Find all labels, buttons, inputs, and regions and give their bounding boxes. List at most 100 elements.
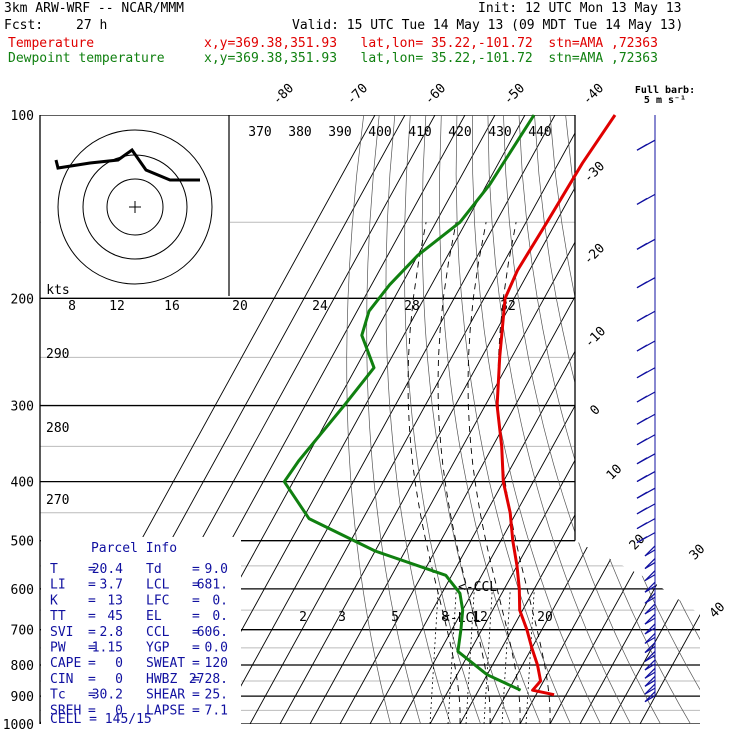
parcel-param-equals: = [192, 562, 200, 577]
dry-adiabat-line [721, 115, 740, 724]
theta-e-label: 370 [248, 125, 271, 140]
dry-adiabat-line [404, 115, 481, 724]
parcel-param-equals: = [88, 703, 96, 718]
isotherm-label: 0 [587, 402, 603, 418]
pressure-tick-label: 300 [11, 400, 34, 415]
wind-barb [636, 522, 648, 530]
parcel-param-name: SVI [50, 625, 73, 640]
mixing-ratio-line [447, 588, 457, 724]
parcel-param-equals: = [88, 656, 96, 671]
wind-barb [644, 627, 656, 635]
isotherm-label: -60 [422, 81, 449, 108]
theta-e-label: 420 [448, 125, 471, 140]
valid-time: Valid: 15 UTC Tue 14 May 13 (09 MDT Tue … [292, 18, 684, 33]
parcel-param-equals: = [192, 688, 200, 703]
parcel-param-value: 30.2 [92, 688, 123, 703]
mixing-ratio-label: 12 [472, 610, 488, 625]
dry-adiabat-line [689, 115, 700, 724]
pressure-tick-label: 900 [11, 690, 34, 705]
parcel-param-equals: = [192, 609, 200, 624]
pressure-tick-label: 100 [11, 109, 34, 124]
parcel-param-name: LFC [146, 593, 169, 608]
wind-barb [644, 607, 656, 615]
barb-key-line1: Full barb: [635, 85, 695, 96]
mixing-ratio-line [501, 588, 511, 724]
wind-barb [636, 438, 648, 446]
wind-barb [636, 371, 648, 379]
parcel-param-name: EL [146, 609, 162, 624]
hodograph-speed-label: 16 [164, 299, 180, 314]
dry-adiabat-line [503, 115, 661, 724]
isotherm-line [249, 115, 586, 724]
pressure-tick-label: 200 [11, 292, 34, 307]
wind-barb [644, 671, 656, 679]
pressure-tick-label: 800 [11, 659, 34, 674]
isotherm-line [549, 115, 700, 724]
parcel-param-equals: = [192, 578, 200, 593]
wind-barb [636, 491, 648, 499]
pressure-tick-label: 1000 [3, 718, 34, 733]
moist-adiabat-line [467, 222, 521, 724]
wind-barb [636, 242, 648, 250]
hodograph-trace [54, 147, 200, 182]
parcel-param-name: SWEAT [146, 656, 185, 671]
dry-adiabat-line [596, 115, 700, 724]
hodograph-speed-label: 28 [404, 299, 420, 314]
pressure-tick-label: 600 [11, 583, 34, 598]
parcel-param-name: YGP [146, 641, 170, 656]
parcel-param-name: K [50, 593, 58, 608]
parcel-param-value: 681. [197, 578, 228, 593]
parcel-param-name: CIN [50, 672, 73, 687]
dewpoint-legend: Dewpoint temperature [8, 51, 165, 66]
wind-barb [636, 281, 648, 289]
wind-barb [644, 596, 656, 604]
isotherm-line [429, 115, 700, 724]
wind-barb [636, 457, 648, 465]
moist-adiabat-line [407, 222, 461, 724]
wind-barb [644, 549, 656, 557]
dry-adiabat-line [565, 115, 700, 724]
moist-adiabat-line [437, 222, 491, 724]
theta-label: 280 [46, 421, 69, 436]
parcel-param-value: 0.0 [205, 641, 228, 656]
parcel-param-value: 0 [115, 703, 123, 718]
parcel-param-equals: = [88, 641, 96, 656]
wind-barb [644, 636, 656, 644]
hodograph-speed-label: kts [46, 283, 69, 298]
parcel-param-equals: = [192, 641, 200, 656]
hodograph-speed-label: 24 [312, 299, 328, 314]
theta-e-label: 440 [528, 125, 551, 140]
parcel-param-name: T [50, 562, 58, 577]
isotherm-label: -10 [582, 324, 609, 351]
isotherm-line [639, 115, 700, 724]
parcel-param-equals: = [192, 625, 200, 640]
temperature-profile-line [495, 114, 617, 697]
isotherm-line [219, 115, 556, 724]
parcel-param-equals: = [192, 672, 200, 687]
parcel-param-name: TT [50, 609, 66, 624]
wind-barb [644, 562, 656, 570]
isotherm-label: 10 [604, 462, 626, 484]
parcel-param-value: 45 [107, 609, 123, 624]
parcel-param-value: 0. [212, 593, 228, 608]
parcel-param-name: CCL [146, 625, 170, 640]
isotherm-line [189, 115, 526, 724]
parcel-param-value: 0. [212, 609, 228, 624]
pressure-tick-label: 400 [11, 476, 34, 491]
parcel-param-name: Td [146, 562, 162, 577]
parcel-param-name: LI [50, 578, 66, 593]
forecast-hours: 27 h [76, 18, 108, 33]
wind-barb [636, 143, 648, 151]
parcel-param-equals: = [192, 656, 200, 671]
wind-barb [636, 507, 648, 515]
pressure-tick-label: 700 [11, 624, 34, 639]
isotherm-label: 30 [687, 542, 709, 564]
isotherm-label: -80 [270, 81, 297, 108]
parcel-param-name: HWBZ [146, 672, 177, 687]
dry-adiabat-line [439, 115, 541, 724]
dry-adiabat-line [642, 115, 700, 724]
parcel-param-name: Tc [50, 688, 66, 703]
wind-barb [636, 344, 648, 352]
wind-barb [644, 695, 656, 703]
